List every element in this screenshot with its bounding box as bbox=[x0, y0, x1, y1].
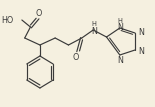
Text: N: N bbox=[138, 27, 144, 36]
Text: H: H bbox=[117, 18, 122, 24]
Text: N: N bbox=[138, 47, 144, 56]
Text: N: N bbox=[117, 22, 123, 31]
Text: O: O bbox=[73, 53, 79, 62]
Text: HO: HO bbox=[1, 16, 13, 25]
Text: H: H bbox=[92, 21, 97, 27]
Text: N: N bbox=[91, 27, 97, 36]
Text: O: O bbox=[36, 8, 42, 18]
Text: N: N bbox=[117, 56, 123, 65]
